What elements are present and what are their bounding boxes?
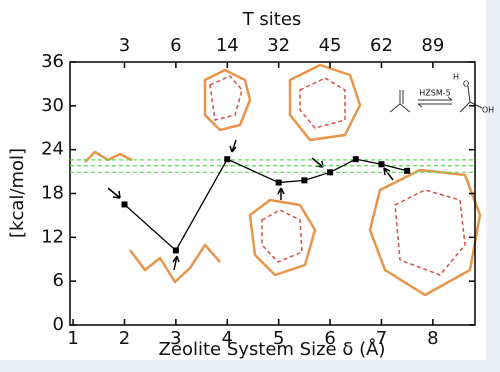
- x-tick-label: 2: [119, 328, 130, 349]
- marker: [173, 247, 179, 253]
- y-tick-label: 12: [41, 226, 64, 247]
- y-tick-label: 18: [41, 183, 64, 204]
- y-tick-label: 36: [41, 51, 64, 72]
- x2-tick-label: 3: [119, 35, 130, 56]
- x-tick-label: 6: [324, 328, 335, 349]
- y-tick-label: 6: [53, 270, 64, 291]
- marker: [121, 201, 127, 207]
- x2-tick-label: 89: [421, 35, 444, 56]
- annotation: O: [463, 80, 469, 89]
- x-tick-label: 3: [170, 328, 181, 349]
- x2-tick-label: 62: [370, 35, 393, 56]
- x-tick-label: 8: [427, 328, 438, 349]
- chart: HZSM-5 H O OH Zeolite System Size δ (Å) …: [0, 0, 500, 372]
- marker: [301, 177, 307, 183]
- annotation: OH: [482, 106, 494, 115]
- x-tick-label: 1: [67, 328, 78, 349]
- marker: [276, 180, 282, 186]
- y-tick-label: 0: [53, 314, 64, 335]
- y-tick-label: 24: [41, 139, 64, 160]
- x-tick-label: 7: [376, 328, 387, 349]
- marker: [224, 156, 230, 162]
- x2-tick-label: 14: [216, 35, 239, 56]
- x2-axis-label: T sites: [242, 9, 302, 30]
- marker: [378, 161, 384, 167]
- x2-tick-label: 6: [170, 35, 181, 56]
- marker: [353, 156, 359, 162]
- y-axis-label: [kcal/mol]: [7, 148, 28, 238]
- marker: [404, 168, 410, 174]
- x-tick-label: 5: [273, 328, 284, 349]
- x2-tick-label: 45: [319, 35, 342, 56]
- y-tick-label: 30: [41, 95, 64, 116]
- annotation: HZSM-5: [419, 89, 450, 98]
- annotation: H: [453, 73, 459, 82]
- x2-tick-label: 32: [267, 35, 290, 56]
- background: [0, 0, 486, 360]
- marker: [327, 169, 333, 175]
- x-tick-label: 4: [222, 328, 233, 349]
